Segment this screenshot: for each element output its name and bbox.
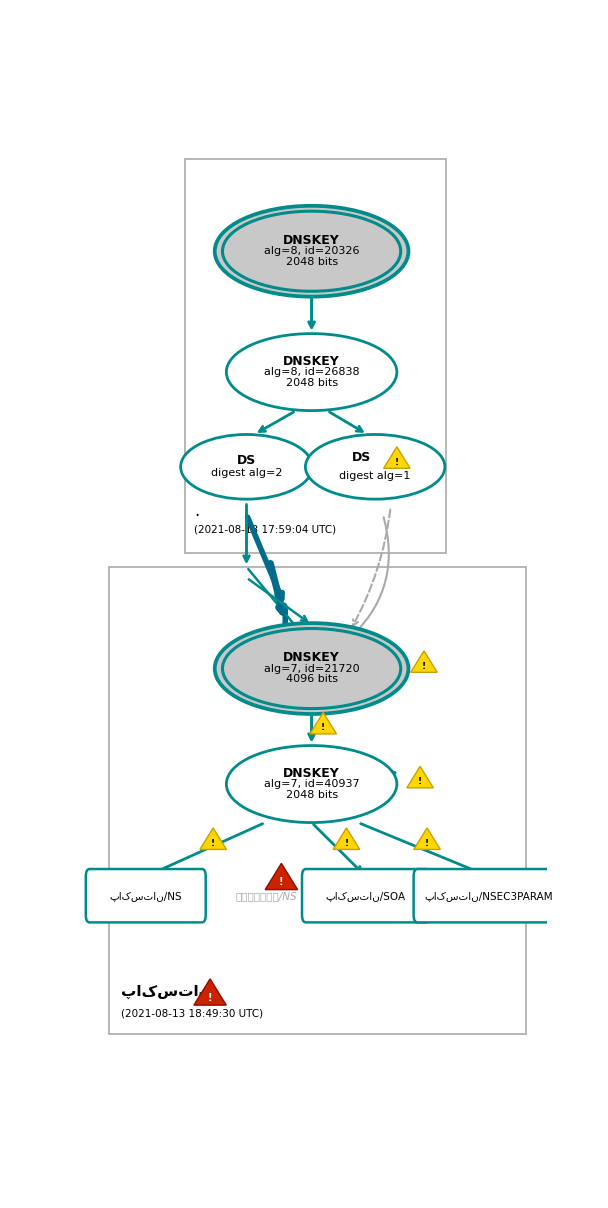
Text: DS: DS	[237, 454, 256, 466]
Text: !: !	[418, 778, 422, 786]
Text: پاکستان/SOA: پاکستان/SOA	[326, 890, 406, 901]
Text: 2048 bits: 2048 bits	[286, 257, 337, 267]
Ellipse shape	[226, 333, 397, 411]
Text: DNSKEY: DNSKEY	[283, 767, 340, 780]
Text: 2048 bits: 2048 bits	[286, 790, 337, 800]
Text: DNSKEY: DNSKEY	[283, 234, 340, 246]
Ellipse shape	[226, 745, 397, 823]
Ellipse shape	[181, 435, 313, 499]
Text: alg=8, id=26838: alg=8, id=26838	[264, 367, 359, 377]
Text: 2048 bits: 2048 bits	[286, 378, 337, 388]
Ellipse shape	[223, 628, 401, 709]
FancyBboxPatch shape	[109, 567, 525, 1034]
Text: پاکستان/NSEC3PARAM: پاکستان/NSEC3PARAM	[425, 890, 553, 901]
Polygon shape	[384, 447, 410, 469]
Polygon shape	[194, 978, 226, 1005]
FancyBboxPatch shape	[302, 869, 430, 923]
Text: 4096 bits: 4096 bits	[286, 674, 337, 685]
Text: alg=7, id=40937: alg=7, id=40937	[264, 779, 359, 789]
Text: !: !	[344, 840, 348, 848]
Text: (2021-08-13 18:49:30 UTC): (2021-08-13 18:49:30 UTC)	[121, 1009, 263, 1018]
Polygon shape	[407, 766, 434, 788]
Text: digest alg=1: digest alg=1	[339, 471, 411, 481]
Polygon shape	[411, 651, 437, 673]
Text: DS: DS	[351, 451, 371, 464]
Ellipse shape	[215, 205, 409, 297]
Text: DNSKEY: DNSKEY	[283, 355, 340, 367]
Text: !: !	[208, 993, 212, 1003]
Text: !: !	[321, 724, 325, 732]
Text: alg=8, id=20326: alg=8, id=20326	[264, 246, 359, 256]
Text: !: !	[422, 662, 426, 670]
Text: !: !	[425, 840, 429, 848]
FancyBboxPatch shape	[86, 869, 206, 923]
Text: DNSKEY: DNSKEY	[283, 651, 340, 664]
Polygon shape	[333, 827, 360, 849]
Polygon shape	[265, 864, 297, 889]
Text: پاکستان/NS: پاکستان/NS	[109, 890, 182, 901]
Polygon shape	[414, 827, 440, 849]
Text: digest alg=2: digest alg=2	[211, 469, 282, 478]
Text: ·: ·	[194, 507, 199, 525]
Polygon shape	[200, 827, 226, 849]
Text: alg=7, id=21720: alg=7, id=21720	[264, 663, 359, 674]
Ellipse shape	[215, 623, 409, 714]
Text: (2021-08-13 17:59:04 UTC): (2021-08-13 17:59:04 UTC)	[194, 525, 336, 535]
FancyBboxPatch shape	[413, 869, 565, 923]
Text: !: !	[279, 877, 283, 888]
Ellipse shape	[305, 435, 445, 499]
Text: !: !	[395, 458, 399, 466]
Text: !: !	[211, 840, 215, 848]
Text: پاکستان: پاکستان	[121, 985, 212, 999]
Text: پاکستان/NS: پاکستان/NS	[235, 890, 297, 901]
Ellipse shape	[223, 211, 401, 291]
FancyBboxPatch shape	[184, 158, 446, 553]
Polygon shape	[310, 713, 336, 734]
